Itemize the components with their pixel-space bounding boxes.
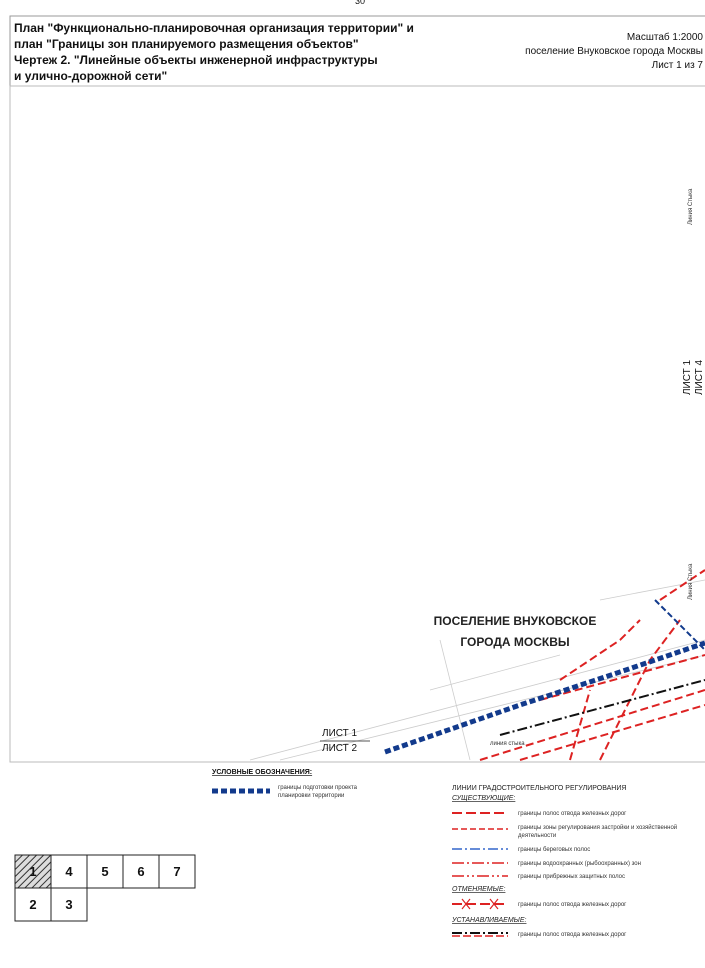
legend-heading: СУЩЕСТВУЮЩИЕ:: [452, 795, 515, 802]
legend-item: планировки территории: [278, 793, 344, 799]
legend-item: границы зоны регулирования застройки и х…: [518, 824, 677, 831]
join-line-label: Линия Стыка: [688, 188, 694, 225]
legend-item: границы водоохранных (рыбоохранных) зон: [518, 861, 641, 867]
road-edge: [249, 639, 705, 761]
legend-heading: ОТМЕНЯЕМЫЕ:: [452, 886, 505, 893]
scale: Масштаб 1:2000: [627, 31, 704, 43]
rail-boundary: [479, 689, 705, 761]
road-edge: [429, 654, 561, 691]
map-frame: [9, 85, 705, 763]
sheet-cell-current: [14, 854, 52, 889]
sheet-number: 7: [173, 864, 180, 879]
map: Линия Стыка ЛИСТ 1 ЛИСТ 4 Линия Стыка ПО…: [9, 85, 705, 763]
legend-item: границы полос отвода железных дорог: [518, 902, 627, 908]
sheet-number: 5: [101, 864, 108, 879]
sheet-number: 6: [137, 864, 144, 879]
sheet-number: 4: [65, 864, 73, 879]
sheet-label: ЛИСТ 2: [322, 743, 358, 754]
project-boundary: [654, 599, 705, 651]
legend-item: границы подготовки проекта: [278, 785, 358, 791]
sheet-index: [14, 854, 196, 922]
sheet-cell: [14, 887, 52, 922]
legend: УСЛОВНЫЕ ОБОЗНАЧЕНИЯ: границы подготовки…: [212, 769, 677, 938]
legend-item: границы полос отвода железных дорог: [518, 932, 627, 938]
title-line: Чертеж 2. "Линейные объекты инженерной и…: [14, 53, 378, 67]
legend-title: УСЛОВНЫЕ ОБОЗНАЧЕНИЯ:: [212, 769, 312, 776]
join-line-label: Линия Стыка: [688, 563, 694, 600]
title-line: План "Функционально-планировочная органи…: [14, 21, 414, 35]
sheet-cell: [50, 854, 88, 889]
zone-boundary: [659, 569, 705, 601]
legend-item: деятельности: [518, 833, 556, 839]
sheet-label: ЛИСТ 1: [322, 728, 358, 739]
sheet-cell: [86, 854, 124, 889]
legend-item: границы прибрежных защитных полос: [518, 874, 625, 880]
legend-item: границы береговых полос: [518, 847, 590, 853]
zone-boundary: [569, 689, 591, 761]
sheet: Лист 1 из 7: [652, 60, 704, 71]
settlement: поселение Внуковское города Москвы: [525, 46, 703, 57]
road-edge: [599, 579, 705, 601]
sheet-cell: [122, 854, 160, 889]
sheet-label: ЛИСТ 1: [682, 359, 693, 395]
title-line: план "Границы зон планируемого размещени…: [14, 37, 359, 51]
road-edge: [439, 639, 471, 761]
sheet-index-labels: 1 2 3 4 5 6 7: [29, 864, 180, 912]
road-edge: [279, 654, 705, 761]
join-line-label: линия стыка: [490, 741, 525, 747]
rail-boundary: [539, 654, 705, 701]
rail-boundary: [519, 704, 705, 761]
settlement-label: ПОСЕЛЕНИЕ ВНУКОВСКОЕ: [434, 614, 597, 628]
legend-cross: [461, 898, 499, 910]
map-background-lines: [249, 579, 705, 761]
sheet-label: ЛИСТ 4: [694, 359, 705, 395]
sheet-number: 3: [65, 897, 72, 912]
project-boundary: [384, 640, 705, 755]
settlement-label: ГОРОДА МОСКВЫ: [460, 635, 569, 649]
sheet-cell: [50, 887, 88, 922]
legend-heading: ЛИНИИ ГРАДОСТРОИТЕЛЬНОГО РЕГУЛИРОВАНИЯ: [452, 785, 626, 792]
title-line: и улично-дорожной сети": [14, 69, 167, 83]
sheet-number: 2: [29, 897, 36, 912]
rail-line: [499, 679, 705, 736]
sheet-number: 1: [29, 864, 36, 879]
zone-boundary: [559, 619, 641, 681]
sheet-cell: [158, 854, 196, 889]
red-lines: [479, 569, 705, 761]
legend-item: границы полос отвода железных дорог: [518, 811, 627, 817]
legend-heading: УСТАНАВЛИВАЕМЫЕ:: [451, 917, 527, 924]
page-number: 30: [355, 0, 365, 6]
